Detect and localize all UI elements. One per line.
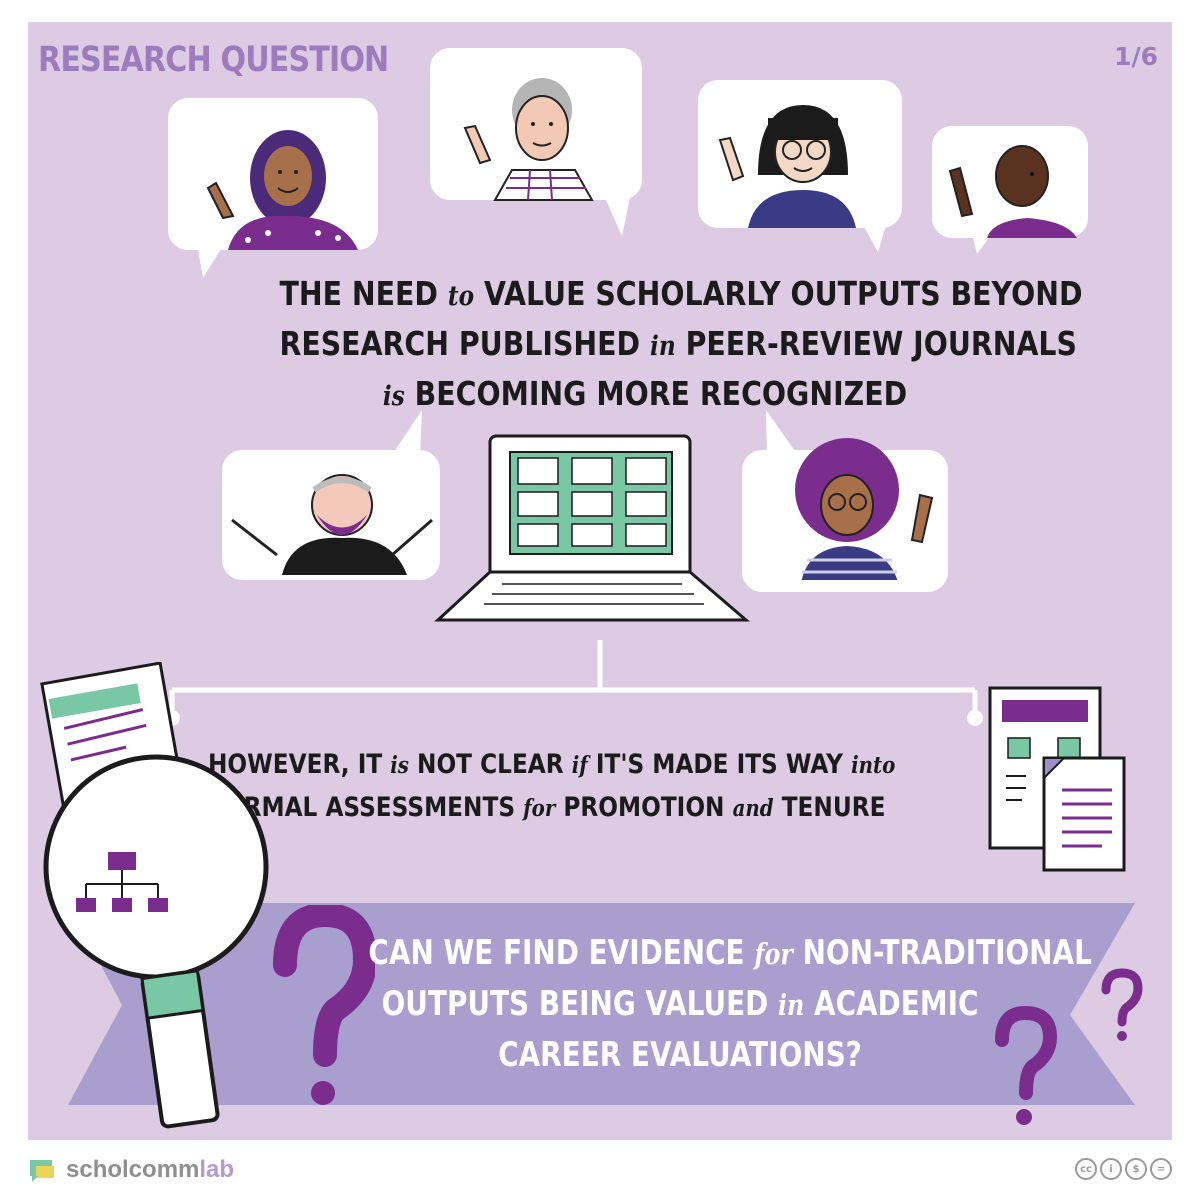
connector-lines [164, 640, 983, 726]
participant-bubble-grey-hair [430, 48, 642, 236]
person-bald-illustration [948, 145, 1077, 254]
headline-line-3: is BECOMING MORE RECOGNIZED [382, 374, 908, 413]
chat-logo-icon [30, 1160, 54, 1182]
by-icon: i [1100, 1158, 1122, 1180]
headline-statement: THE NEED to VALUE SCHOLARLY OUTPUTS BEYO… [279, 270, 1083, 420]
page-number: 1/6 [1114, 42, 1158, 71]
research-question-text: CAN WE FIND EVIDENCE for NON-TRADITIONAL… [368, 928, 1092, 1080]
participant-bubble-curly-hair [742, 410, 948, 592]
question-mark-icon [995, 1005, 1058, 1125]
nd-icon: = [1150, 1158, 1172, 1180]
person-hijab-illustration [196, 130, 358, 278]
document-icon [982, 680, 1132, 890]
participant-bubble-bald [932, 126, 1088, 254]
nc-icon: $ [1125, 1158, 1147, 1180]
participant-bubble-hijab [168, 98, 378, 278]
person-glasses-illustration [718, 105, 886, 252]
headline-line-2: RESEARCH PUBLISHED in PEER-REVIEW JOURNA… [279, 324, 1077, 363]
cc-license-icon: cc i $ = [1075, 1158, 1172, 1180]
person-grey-hair-illustration [463, 78, 630, 236]
magnifier-icon [36, 661, 286, 1132]
question-mark-icon [1101, 968, 1143, 1041]
brand-name: scholcommlab [66, 1156, 235, 1183]
participant-bubble-glasses [698, 80, 902, 252]
participant-bubble-beard [222, 410, 440, 580]
however-line-2: FORMAL ASSESSMENTS for PROMOTION and TEN… [208, 792, 886, 823]
however-line-1: HOWEVER, IT is NOT CLEAR if IT'S MADE IT… [208, 749, 896, 780]
cc-icon: cc [1075, 1158, 1097, 1180]
person-curly-hair-illustration [766, 410, 934, 580]
person-beard-illustration [231, 410, 433, 575]
section-title: RESEARCH QUESTION [38, 40, 389, 80]
question-line-1: CAN WE FIND EVIDENCE for NON-TRADITIONAL [368, 933, 1092, 973]
headline-line-1: THE NEED to VALUE SCHOLARLY OUTPUTS BEYO… [279, 274, 1083, 313]
question-mark-icon [273, 905, 375, 1105]
laptop-icon [432, 432, 752, 632]
question-line-3: CAREER EVALUATIONS? [498, 1035, 862, 1075]
brand-logo: scholcommlab [28, 1155, 234, 1185]
question-line-2: OUTPUTS BEING VALUED in ACADEMIC [381, 984, 979, 1024]
however-statement: HOWEVER, IT is NOT CLEAR if IT'S MADE IT… [208, 744, 896, 830]
